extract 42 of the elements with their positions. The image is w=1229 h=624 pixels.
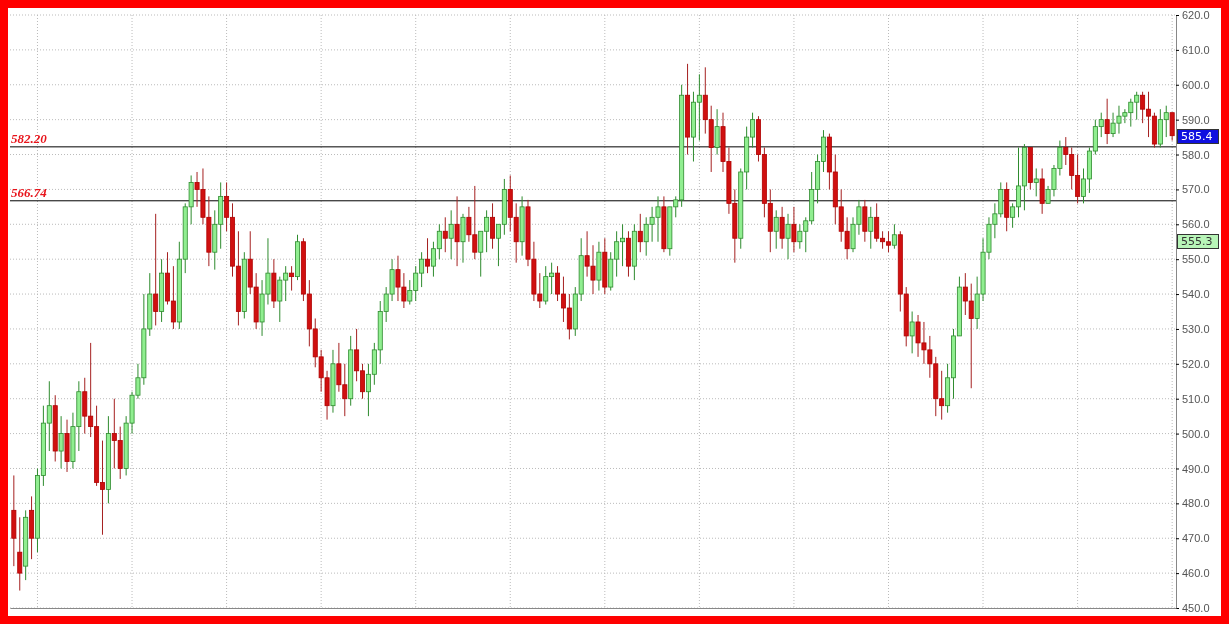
candlestick	[454, 195, 460, 267]
y-tick-label: 550.0	[1182, 253, 1210, 266]
y-tick-label: 590.0	[1182, 113, 1210, 126]
candlestick	[442, 216, 448, 253]
y-tick-label: 510.0	[1182, 392, 1210, 405]
y-tick-label: 460.0	[1182, 567, 1210, 580]
ref-line-label: 582.20	[11, 130, 48, 146]
y-tick-label: 470.0	[1182, 532, 1210, 545]
candlestick	[785, 213, 791, 260]
y-tick-label: 570.0	[1182, 183, 1210, 196]
candlestick	[58, 415, 64, 469]
annotation: 555.3	[1177, 233, 1219, 249]
candlestick	[891, 223, 897, 250]
candlestick	[773, 209, 779, 250]
candlestick	[909, 311, 915, 354]
candlestick	[425, 237, 430, 274]
candlestick	[791, 206, 797, 253]
y-tick-label: 540.0	[1182, 288, 1210, 301]
y-tick-label: 560.0	[1182, 218, 1210, 231]
y-tick-label: 610.0	[1182, 43, 1210, 56]
candlestick	[17, 516, 23, 592]
ref-line-label: 566.74	[11, 184, 48, 200]
candlestick	[448, 209, 454, 260]
y-tick-label: 500.0	[1182, 427, 1210, 440]
y-tick-label: 480.0	[1182, 497, 1210, 510]
candlestick	[490, 202, 495, 250]
y-tick-label: 530.0	[1182, 322, 1210, 335]
candlestick	[637, 213, 643, 253]
y-tick-label: 620.0	[1182, 9, 1210, 22]
y-tick-label: 600.0	[1182, 78, 1210, 91]
y-tick-label: 450.0	[1182, 602, 1210, 615]
candlestick	[779, 206, 785, 250]
candlestick	[714, 108, 720, 156]
y-tick-label: 580.0	[1182, 148, 1210, 161]
candlestick	[1104, 98, 1110, 145]
candlestick	[153, 213, 159, 326]
candlestick	[1033, 167, 1039, 197]
candlestick	[289, 265, 295, 292]
y-tick-label: 490.0	[1182, 462, 1210, 475]
candlestick	[868, 206, 874, 250]
y-tick-label: 520.0	[1182, 357, 1210, 370]
annotation: 585.4	[1177, 128, 1219, 144]
